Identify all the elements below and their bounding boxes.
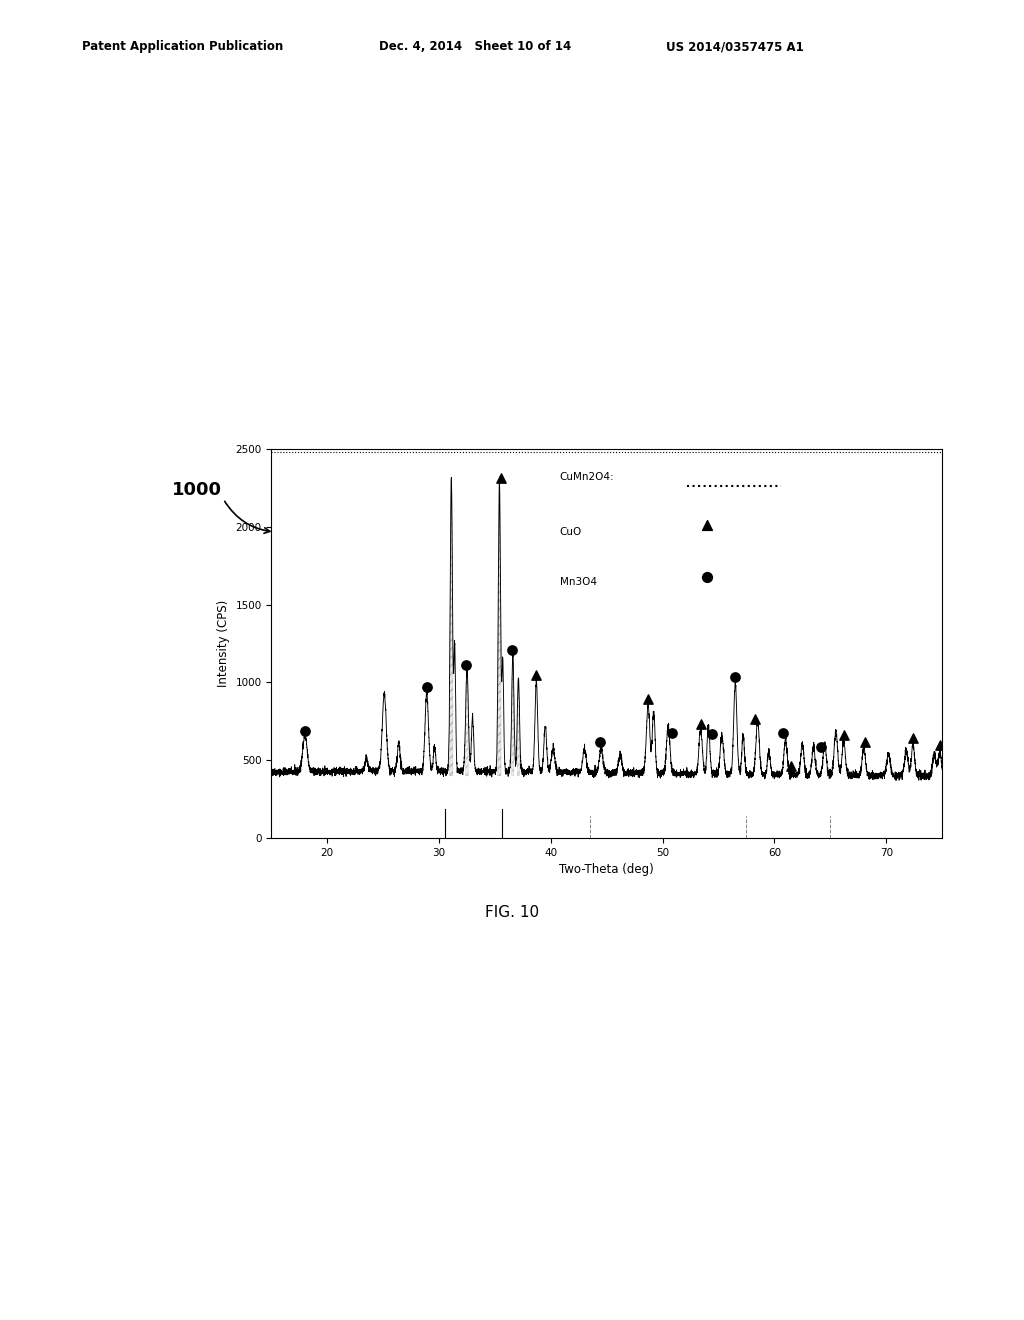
Point [775,722,792,743]
Point [504,639,520,660]
Point [748,709,764,730]
Text: 1000: 1000 [172,480,222,499]
Point [297,721,313,742]
Point [836,725,852,746]
Point [813,737,829,758]
Point [664,722,680,743]
Text: Mn3O4: Mn3O4 [560,577,597,587]
Point [905,727,922,748]
Y-axis label: Intensity (CPS): Intensity (CPS) [217,599,229,688]
Point [783,756,800,777]
Point [102,828,119,849]
FancyArrowPatch shape [224,502,270,533]
Point [932,734,948,755]
Point [528,665,545,686]
Text: Patent Application Publication: Patent Application Publication [82,40,284,53]
Point [592,731,608,752]
Point [458,653,474,675]
Point [703,723,720,744]
Point [640,689,656,710]
Point [493,467,509,488]
Text: FIG. 10: FIG. 10 [485,906,539,920]
Point [857,731,873,752]
Point [727,667,743,688]
Point [692,713,709,734]
Point [419,676,435,697]
Text: US 2014/0357475 A1: US 2014/0357475 A1 [666,40,804,53]
Text: CuO: CuO [560,527,582,537]
Point [102,828,119,849]
Text: CuMn2O4:: CuMn2O4: [560,473,614,482]
Text: Dec. 4, 2014   Sheet 10 of 14: Dec. 4, 2014 Sheet 10 of 14 [379,40,571,53]
X-axis label: Two-Theta (deg): Two-Theta (deg) [559,863,654,876]
